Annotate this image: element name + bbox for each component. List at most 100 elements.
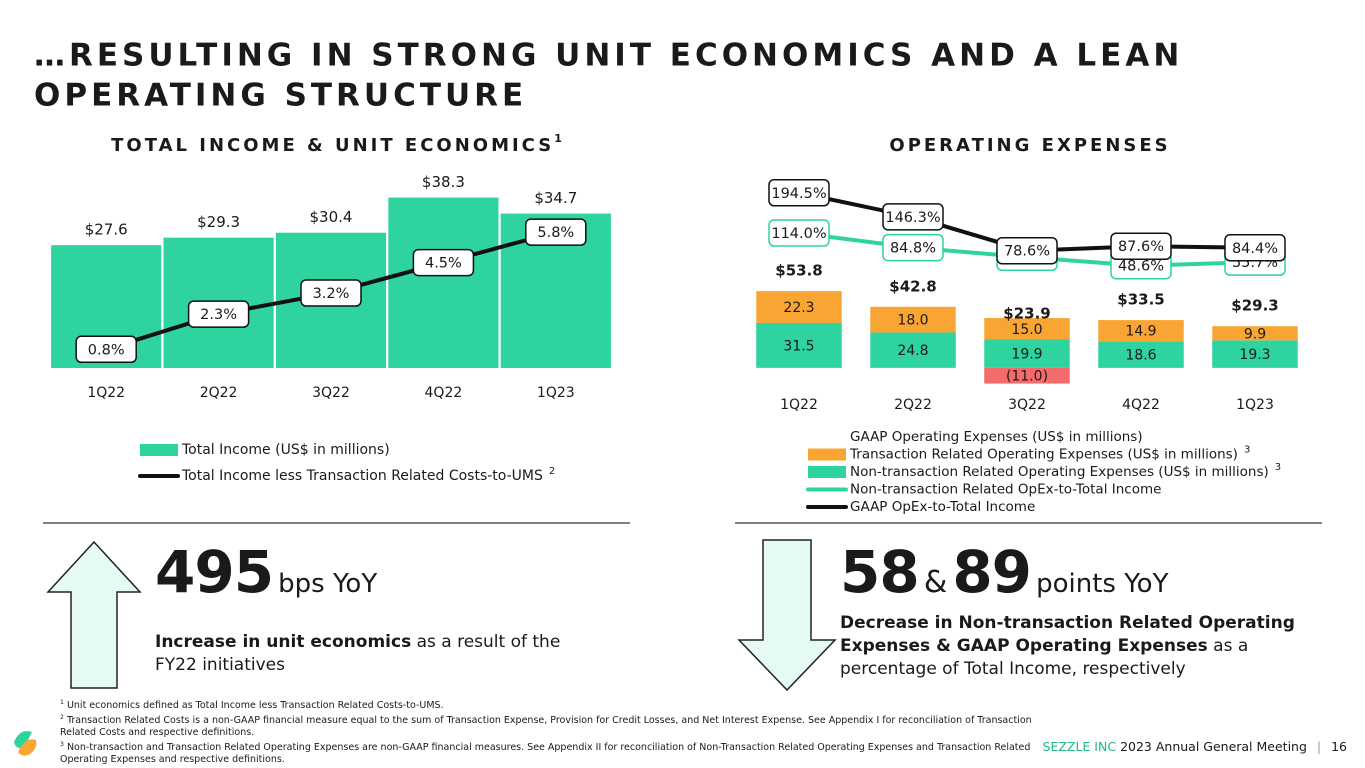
footnote: 2 Transaction Related Costs is a non-GAA… (60, 712, 1040, 739)
value-label: $29.3 (197, 213, 240, 231)
line-label-box (525, 218, 587, 246)
legend-label: GAAP OpEx-to-Total Income (850, 499, 1035, 515)
footnote: 3 Non-transaction and Transaction Relate… (60, 739, 1040, 766)
bold-text: Decrease in Non-transaction Related Oper… (840, 613, 1295, 656)
slide-title: OPERATING STRUCTURE (34, 78, 527, 114)
stat-unit: points YoY (1036, 569, 1169, 599)
stat-unit: bps YoY (278, 569, 378, 599)
line-label: 3.2% (313, 286, 350, 302)
up-arrow (46, 540, 142, 689)
x-tick-label: 1Q23 (1236, 397, 1274, 413)
legend-label: Non-transaction Related OpEx-to-Total In… (850, 482, 1161, 498)
x-tick-label: 4Q22 (1122, 397, 1160, 413)
chart-title-text: OPERATING EXPENSES (889, 135, 1170, 156)
x-tick-label: 1Q22 (780, 397, 818, 413)
callout-right-text: Decrease in Non-transaction Related Oper… (840, 612, 1310, 681)
stat-number: 495 (155, 538, 274, 606)
callout-left: 495 bps YoY (155, 538, 377, 606)
segment-label: 22.3 (783, 300, 814, 316)
footnotes: 1 Unit economics defined as Total Income… (60, 697, 1040, 766)
legend-note: 2 (549, 466, 555, 477)
line-label: 4.5% (425, 256, 462, 272)
chart-title: OPERATING EXPENSES (889, 135, 1170, 156)
stat-number: 89 (952, 538, 1032, 606)
legend-swatch (140, 444, 178, 456)
x-tick-label: 3Q22 (312, 385, 350, 401)
bar (756, 291, 842, 323)
line-label-box (412, 248, 475, 277)
line-label: 78.6% (1004, 244, 1050, 260)
bar (870, 332, 956, 368)
bar (1098, 320, 1184, 342)
chart-title: TOTAL INCOME & UNIT ECONOMICS1 (111, 132, 565, 156)
segment-label: 31.5 (783, 338, 814, 354)
segment-label: 19.3 (1239, 347, 1270, 363)
footnote: 1 Unit economics defined as Total Income… (60, 697, 1040, 712)
total-label: $33.5 (1117, 291, 1164, 309)
stat-joiner: & (923, 565, 948, 600)
down-arrow (737, 539, 837, 692)
logo (14, 731, 37, 756)
footer-separator: | (1316, 739, 1322, 754)
line-label-box (882, 233, 944, 262)
callout-right: 58 & 89 points YoY (840, 538, 1168, 606)
footnote-text: Non-transaction and Transaction Related … (60, 742, 1031, 766)
segment-label: 15.0 (1011, 322, 1042, 338)
value-label: $27.6 (85, 221, 128, 239)
bold-text: Increase in unit economics (155, 632, 412, 652)
line-label-box (768, 179, 830, 207)
footer-event: 2023 Annual General Meeting (1120, 739, 1307, 754)
footer: SEZZLE INC 2023 Annual General Meeting |… (1043, 739, 1347, 754)
footnote-text: Unit economics defined as Total Income l… (66, 700, 444, 712)
line-label-box (75, 335, 137, 364)
bar (870, 306, 956, 333)
callout-left-text: Increase in unit economics as a result o… (155, 631, 595, 677)
legend-note: 3 (1244, 445, 1250, 456)
line-label-box (1224, 234, 1286, 262)
bar (1098, 341, 1184, 368)
x-tick-label: 2Q22 (894, 397, 932, 413)
legend-note: 3 (1275, 462, 1281, 473)
x-tick-label: 1Q22 (87, 385, 125, 401)
line-label: 84.4% (1232, 241, 1278, 257)
line-label: 114.0% (771, 226, 826, 242)
legend-swatch (808, 448, 846, 461)
line-label-box (768, 219, 830, 247)
bar (1212, 340, 1298, 368)
bar (1212, 326, 1298, 341)
legend-swatch (808, 466, 846, 478)
value-label: $38.3 (422, 173, 465, 191)
total-label: $29.3 (1231, 297, 1278, 315)
bar (984, 339, 1070, 368)
line-label-box (300, 279, 362, 307)
footnote-marker: 3 (60, 741, 64, 749)
line-label: 146.3% (885, 210, 940, 226)
legend-label: GAAP Operating Expenses (US$ in millions… (850, 429, 1143, 445)
line-label: 0.8% (88, 342, 125, 358)
footer-company: SEZZLE INC (1042, 739, 1117, 754)
segment-label: 18.0 (897, 313, 928, 329)
line-label-box (996, 236, 1058, 265)
line-label: 84.8% (890, 241, 936, 257)
legend-label: Total Income (US$ in millions) (181, 442, 390, 458)
footnote-text: Transaction Related Costs is a non-GAAP … (60, 715, 1032, 739)
segment-label: 18.6 (1125, 348, 1156, 364)
footnote-marker: 2 (60, 714, 64, 722)
value-label: $30.4 (310, 208, 353, 226)
legend-label: Total Income less Transaction Related Co… (181, 468, 543, 484)
line-label: 87.6% (1118, 239, 1164, 255)
line-label: 2.3% (200, 307, 237, 323)
line-label: 194.5% (771, 186, 826, 202)
legend-label: Non-transaction Related Operating Expens… (850, 464, 1269, 480)
stat-number: 58 (840, 538, 920, 606)
bar (984, 367, 1070, 384)
x-tick-label: 1Q23 (537, 385, 575, 401)
footnote-marker: 1 (60, 699, 64, 706)
total-label: $53.8 (775, 262, 822, 280)
bar (388, 197, 499, 368)
segment-label: (11.0) (1006, 369, 1048, 385)
text: as a percentage of Total Income, respect… (840, 636, 1249, 679)
value-label: $34.7 (534, 189, 577, 207)
